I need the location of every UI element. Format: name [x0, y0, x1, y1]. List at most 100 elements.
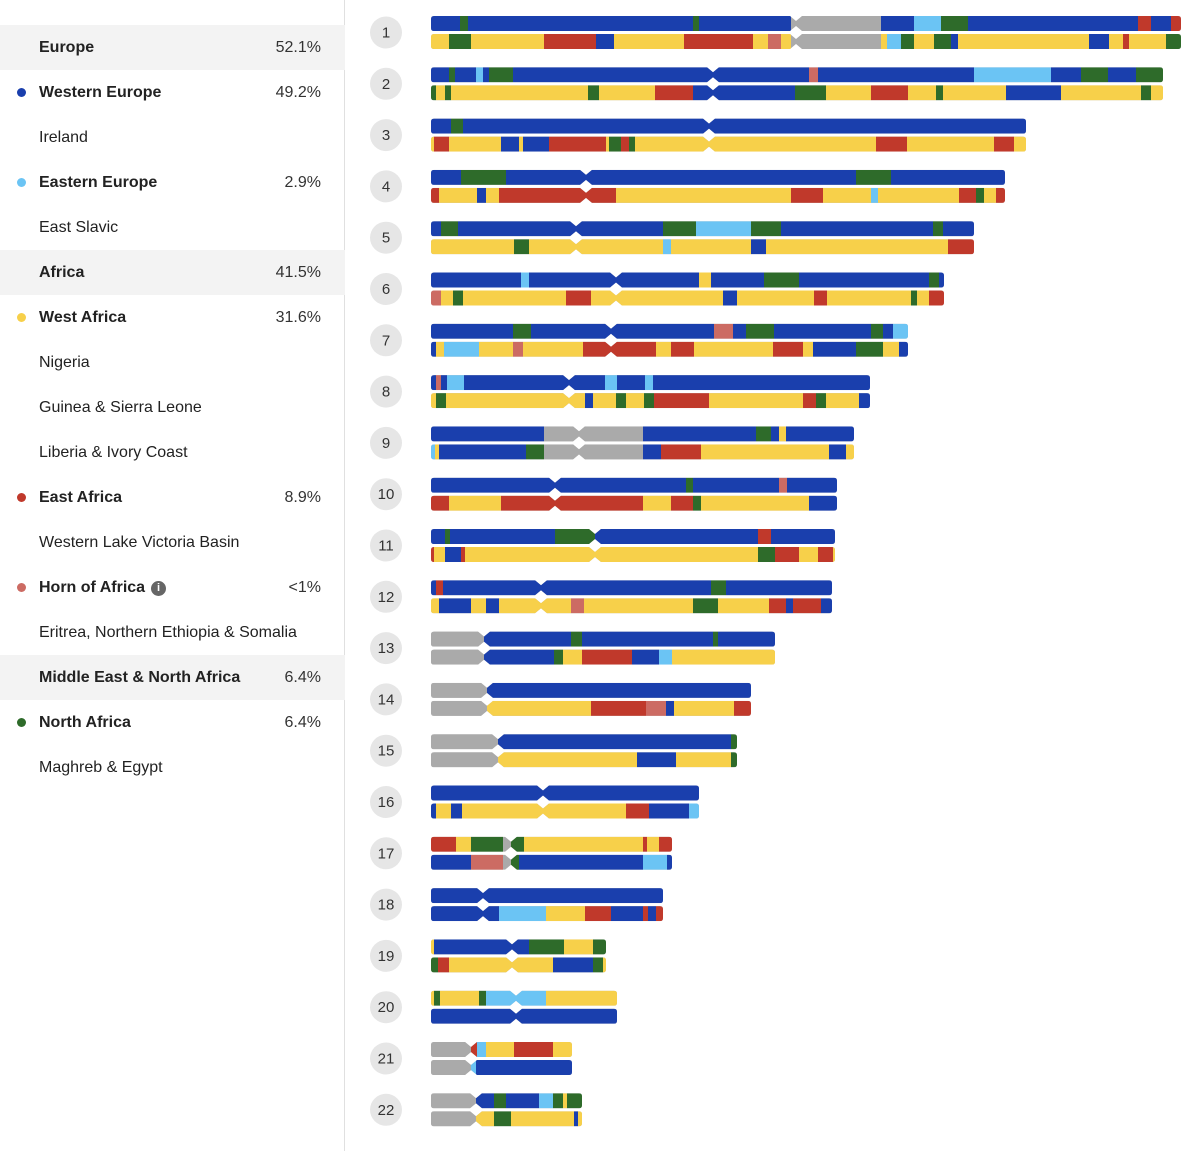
- segment-western-europe[interactable]: [484, 649, 554, 665]
- chromosome-22[interactable]: 22: [370, 1093, 582, 1127]
- segment-western-europe[interactable]: [431, 1008, 617, 1024]
- segment-west-africa[interactable]: [436, 341, 444, 357]
- chromosome-2[interactable]: 2: [370, 67, 1163, 101]
- segment-north-africa[interactable]: [933, 221, 943, 237]
- segment-west-africa[interactable]: [701, 495, 809, 511]
- segment-western-europe[interactable]: [881, 16, 914, 31]
- chromosome-5[interactable]: 5: [370, 221, 974, 255]
- segment-west-africa[interactable]: [431, 136, 434, 152]
- legend-row-eastern-europe[interactable]: Eastern Europe 2.9%: [0, 160, 345, 205]
- segment-north-africa[interactable]: [711, 580, 726, 596]
- segment-east-africa[interactable]: [803, 393, 816, 409]
- segment-eastern-europe[interactable]: [605, 375, 617, 391]
- segment-north-africa[interactable]: [1081, 67, 1108, 83]
- segment-east-africa[interactable]: [643, 906, 648, 922]
- segment-east-africa[interactable]: [431, 187, 439, 203]
- segment-north-africa[interactable]: [449, 34, 471, 49]
- segment-west-africa[interactable]: [1014, 136, 1026, 152]
- segment-east-africa[interactable]: [959, 187, 976, 203]
- segment-west-africa[interactable]: [511, 1111, 574, 1127]
- segment-western-europe[interactable]: [648, 906, 656, 922]
- segment-eastern-europe[interactable]: [689, 803, 699, 819]
- segment-west-africa[interactable]: [431, 393, 436, 409]
- segment-western-europe[interactable]: [891, 169, 1005, 185]
- chromosome-12-copy-bottom[interactable]: [431, 598, 832, 614]
- segment-north-africa[interactable]: [514, 239, 529, 255]
- segment-west-africa[interactable]: [914, 34, 934, 49]
- segment-west-africa[interactable]: [826, 85, 871, 101]
- segment-western-europe[interactable]: [431, 323, 513, 339]
- chromosome-2-copy-bottom[interactable]: [431, 85, 1163, 101]
- segment-east-africa[interactable]: [671, 341, 694, 357]
- segment-east-africa[interactable]: [436, 580, 443, 596]
- segment-west-africa[interactable]: [883, 341, 899, 357]
- segment-north-africa[interactable]: [513, 323, 531, 339]
- segment-western-europe[interactable]: [649, 803, 689, 819]
- segment-east-africa[interactable]: [948, 239, 974, 255]
- segment-unassigned[interactable]: [803, 34, 881, 49]
- segment-western-europe[interactable]: [1089, 34, 1109, 49]
- segment-east-africa[interactable]: [544, 34, 596, 49]
- segment-west-africa[interactable]: [476, 1111, 494, 1127]
- segment-north-africa[interactable]: [593, 939, 606, 955]
- segment-eastern-europe[interactable]: [516, 990, 546, 1006]
- chromosome-10-copy-top[interactable]: [431, 477, 837, 493]
- segment-western-europe[interactable]: [951, 34, 958, 49]
- segment-north-africa[interactable]: [731, 734, 737, 750]
- segment-western-europe[interactable]: [781, 221, 933, 237]
- segment-western-europe[interactable]: [637, 752, 676, 768]
- segment-unassigned[interactable]: [544, 426, 643, 442]
- segment-north-africa[interactable]: [686, 477, 693, 493]
- chromosome-14-copy-top[interactable]: [431, 682, 751, 698]
- segment-western-europe[interactable]: [445, 547, 461, 562]
- segment-western-europe[interactable]: [519, 854, 643, 870]
- chromosome-1-copy-bottom[interactable]: [431, 34, 1181, 49]
- chromosome-9[interactable]: 9: [370, 426, 854, 460]
- segment-north-africa[interactable]: [436, 393, 446, 409]
- segment-north-africa[interactable]: [489, 67, 513, 83]
- legend-row-west-africa[interactable]: West Africa 31.6%: [0, 295, 345, 340]
- segment-horn-of-africa[interactable]: [436, 375, 441, 391]
- segment-north-africa[interactable]: [731, 752, 737, 768]
- segment-north-africa[interactable]: [471, 836, 503, 852]
- chromosome-17-copy-bottom[interactable]: [431, 854, 672, 870]
- segment-west-africa[interactable]: [471, 34, 544, 49]
- segment-west-africa[interactable]: [674, 700, 734, 716]
- segment-west-africa[interactable]: [449, 495, 501, 511]
- segment-western-europe[interactable]: [458, 221, 663, 237]
- segment-north-africa[interactable]: [494, 1111, 511, 1127]
- segment-north-africa[interactable]: [816, 393, 826, 409]
- segment-east-africa[interactable]: [871, 85, 908, 101]
- segment-west-africa[interactable]: [435, 444, 439, 460]
- legend-row-western-europe[interactable]: Western Europe 49.2%: [0, 70, 345, 115]
- segment-western-europe[interactable]: [1151, 16, 1171, 31]
- segment-unassigned[interactable]: [431, 1111, 476, 1127]
- segment-east-africa[interactable]: [643, 836, 647, 852]
- segment-western-europe[interactable]: [431, 529, 445, 544]
- segment-eastern-europe[interactable]: [431, 444, 435, 460]
- segment-west-africa[interactable]: [519, 136, 523, 152]
- chromosome-13-copy-bottom[interactable]: [431, 649, 775, 665]
- chromosome-4[interactable]: 4: [370, 169, 1005, 203]
- segment-west-africa[interactable]: [593, 393, 616, 409]
- segment-east-africa[interactable]: [1123, 34, 1129, 49]
- segment-west-africa[interactable]: [578, 1111, 582, 1127]
- chromosome-14[interactable]: 14: [370, 682, 751, 716]
- chromosome-3[interactable]: 3: [370, 118, 1026, 152]
- segment-western-europe[interactable]: [799, 272, 929, 288]
- segment-west-africa[interactable]: [487, 700, 591, 716]
- segment-east-africa[interactable]: [434, 136, 449, 152]
- chromosome-18-copy-bottom[interactable]: [431, 906, 663, 922]
- chromosome-21-copy-bottom[interactable]: [431, 1060, 572, 1075]
- segment-western-europe[interactable]: [582, 631, 713, 647]
- segment-north-africa[interactable]: [693, 16, 699, 31]
- segment-west-africa[interactable]: [563, 1093, 567, 1109]
- segment-north-africa[interactable]: [567, 1093, 582, 1109]
- segment-east-africa[interactable]: [626, 803, 649, 819]
- segment-east-africa[interactable]: [769, 598, 786, 614]
- segment-western-europe[interactable]: [512, 939, 529, 955]
- segment-western-europe[interactable]: [1108, 67, 1136, 83]
- segment-horn-of-africa[interactable]: [431, 290, 441, 306]
- segment-west-africa[interactable]: [529, 239, 663, 255]
- segment-western-europe[interactable]: [431, 16, 460, 31]
